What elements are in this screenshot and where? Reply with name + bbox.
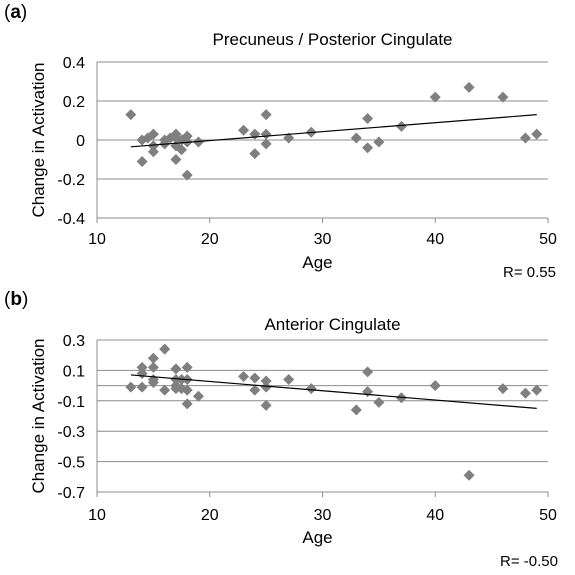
panel-b-ytick-label: 0.1 <box>63 363 85 380</box>
panel-a-data-point <box>125 109 137 121</box>
panel-a-data-point <box>429 91 441 103</box>
panel-b-data-point <box>147 377 159 389</box>
panel-a-data-point <box>147 146 159 158</box>
panel-b-data-point <box>260 381 272 393</box>
panel-b-data-point <box>249 384 261 396</box>
panel-b-data-point <box>238 370 250 382</box>
panel-b-data-point <box>260 375 272 387</box>
panel-b-r-value: R= -0.50 <box>500 553 558 570</box>
panel-a-data-point <box>463 81 475 93</box>
panel-a-ytick-label: 0.4 <box>63 55 85 72</box>
panel-b-data-point <box>283 374 295 386</box>
panel-a-data-point <box>362 113 374 125</box>
panel-a-x-axis-label: Age <box>302 253 332 272</box>
panel-b-data-point <box>147 352 159 364</box>
panel-a-xtick-label: 20 <box>201 231 219 248</box>
panel-a-trendline <box>130 114 537 148</box>
panel-b-ytick-label: 0.3 <box>63 333 85 350</box>
panel-b-data-point <box>305 383 317 395</box>
panel-a-data-point <box>395 120 407 132</box>
panel-b-data-point <box>181 384 193 396</box>
panel-a-ytick-label: -0.4 <box>57 211 85 228</box>
panel-b-data-point <box>350 404 362 416</box>
panel-b-data-point <box>136 361 148 373</box>
panel-b-data-point <box>463 469 475 481</box>
panel-a-data-point <box>181 130 193 142</box>
panel-b-data-point <box>429 380 441 392</box>
panel-a-xtick-label: 40 <box>426 231 444 248</box>
panel-a-ytick-label: -0.2 <box>57 172 85 189</box>
panel-b-data-point <box>125 381 137 393</box>
panel-a-data-point <box>147 140 159 152</box>
panel-a-data-point <box>136 155 148 167</box>
panel-b-data-point <box>260 399 272 411</box>
panel-b-title: Anterior Cingulate <box>264 315 400 334</box>
panel-a-ytick-label: 0.2 <box>63 94 85 111</box>
panel-a-data-point <box>238 124 250 136</box>
panel-b-data-point <box>373 396 385 408</box>
panel-b-xtick-label: 50 <box>539 507 557 524</box>
panel-a-data-point <box>260 138 272 150</box>
panel-b-letter: b <box>10 289 22 310</box>
panel-b-data-point <box>181 361 193 373</box>
panel-a-data-point <box>147 128 159 140</box>
panel-b-ytick-label: -0.7 <box>57 485 85 502</box>
panel-a-data-point <box>519 132 531 144</box>
panel-b-trendline <box>130 374 537 409</box>
panel-b-xtick-label: 20 <box>201 507 219 524</box>
panel-b-data-point <box>497 383 509 395</box>
panel-b-data-point <box>192 390 204 402</box>
panel-a-xtick-label: 30 <box>314 231 332 248</box>
panel-a-data-point <box>170 154 182 165</box>
panel-a-y-axis-label: Change in Activation <box>29 63 48 218</box>
panel-b-xtick-label: 30 <box>314 507 332 524</box>
panel-b-ytick-label: -0.3 <box>57 424 85 441</box>
panel-a-data-point <box>176 144 188 156</box>
panel-a-r-value: R= 0.55 <box>503 264 556 281</box>
panel-b-data-point <box>249 372 261 384</box>
panel-b-data-point <box>519 387 531 399</box>
panel-b-xtick-label: 10 <box>88 507 106 524</box>
panel-b-data-point <box>159 384 171 396</box>
panel-a-label: (a) <box>4 2 28 23</box>
panel-a-data-point <box>283 132 295 144</box>
panel-a-data-point <box>249 128 261 140</box>
panel-a-xtick-label: 10 <box>88 231 106 248</box>
panel-a-data-point <box>531 128 543 140</box>
panel-b-ytick-label: -0.5 <box>57 455 85 472</box>
panel-b-label: (b) <box>4 289 29 310</box>
panel-a-data-point <box>497 91 509 103</box>
panel-b-data-point <box>136 381 148 393</box>
panel-b-data-point <box>362 366 374 378</box>
panel-b-data-point <box>170 383 182 395</box>
panel-a-data-point <box>362 142 374 154</box>
panel-b-data-point <box>531 384 543 396</box>
panel-a-ytick-label: 0 <box>76 133 85 150</box>
panel-a-data-point <box>350 132 362 144</box>
panel-b-data-point <box>170 363 182 375</box>
panel-a-title: Precuneus / Posterior Cingulate <box>212 30 452 49</box>
panel-b-data-point <box>147 361 159 373</box>
panel-b-data-point <box>362 386 374 398</box>
panel-a-data-point <box>373 136 385 148</box>
panel-b-data-point <box>170 374 182 386</box>
panel-b-xtick-label: 40 <box>426 507 444 524</box>
panel-b-y-axis-label: Change in Activation <box>29 339 48 494</box>
panel-a-data-point <box>260 128 272 140</box>
panel-b-ytick-label: -0.1 <box>57 394 85 411</box>
panel-b-x-axis-label: Age <box>302 528 332 547</box>
panel-b-data-point <box>159 343 171 355</box>
panel-a-data-point <box>249 148 261 160</box>
panel-a-letter: a <box>10 2 21 23</box>
panel-a-data-point <box>260 109 272 121</box>
panel-a-xtick-label: 50 <box>539 231 557 248</box>
panel-b-data-point <box>181 398 193 410</box>
panel-a-data-point <box>181 169 193 181</box>
